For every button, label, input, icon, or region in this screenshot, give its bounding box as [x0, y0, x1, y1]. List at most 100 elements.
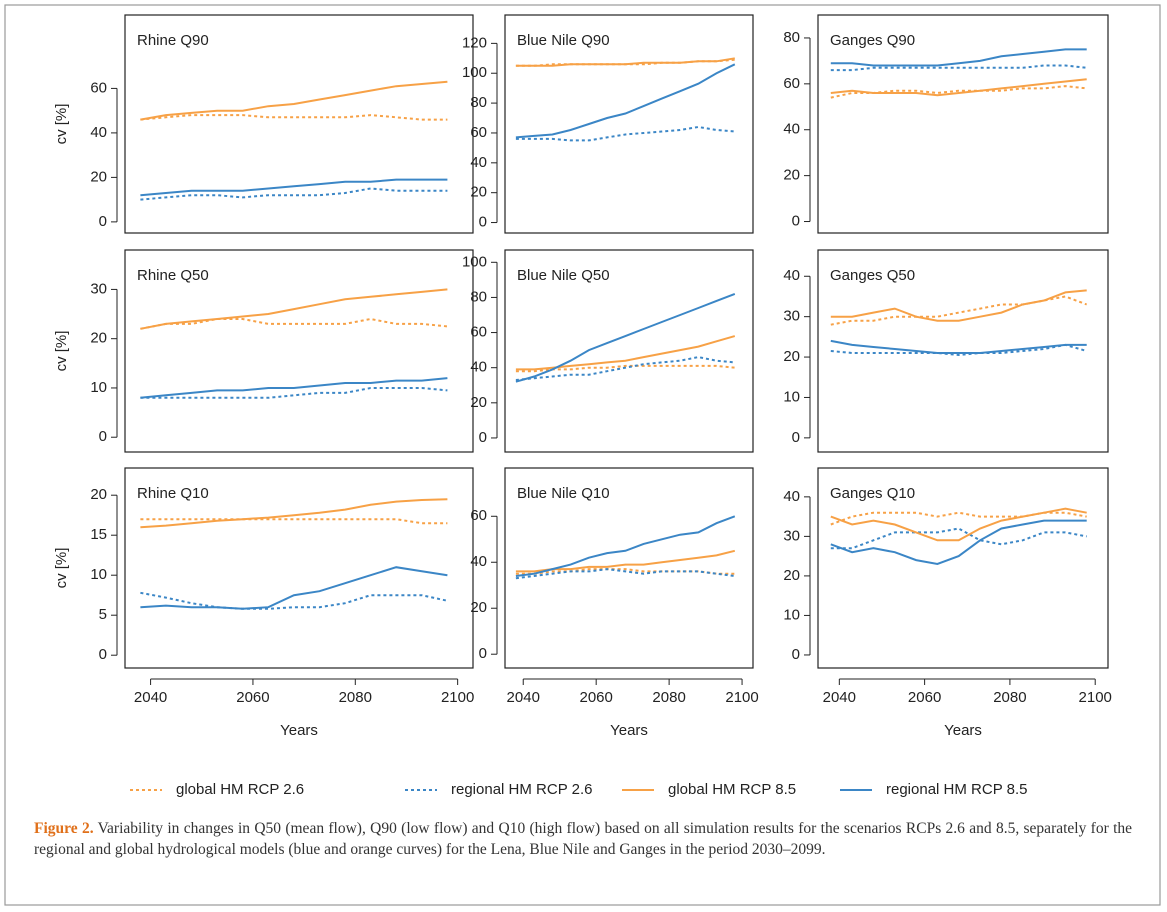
series-line: global HM RCP 8.5 — [830, 289, 1087, 322]
y-tick-label: 30 — [783, 527, 800, 544]
series-line: regional HM RCP 8.5 — [830, 519, 1087, 566]
y-tick-label: 80 — [783, 29, 800, 46]
y-tick-label: 0 — [792, 212, 800, 229]
series-line: global HM RCP 2.6 — [140, 518, 448, 525]
series-line: regional HM RCP 8.5 — [830, 48, 1087, 67]
x-tick-label: 2060 — [236, 689, 269, 706]
y-tick-label: 10 — [783, 388, 800, 405]
series-line: regional HM RCP 2.6 — [515, 568, 735, 580]
series-line: regional HM RCP 8.5 — [515, 515, 736, 577]
y-tick-label: 80 — [470, 94, 487, 111]
caption-text: Variability in changes in Q50 (mean flow… — [34, 820, 1133, 858]
y-tick-label: 0 — [479, 645, 487, 662]
series-line: global HM RCP 2.6 — [830, 295, 1088, 326]
panel-title: Ganges Q90 — [830, 32, 915, 49]
x-tick-label: 2040 — [134, 689, 167, 706]
y-tick-label: 60 — [90, 79, 107, 96]
y-tick-label: 40 — [90, 124, 107, 141]
y-tick-label: 20 — [783, 348, 800, 365]
plot-frame — [817, 249, 1109, 453]
panel-title: Ganges Q10 — [830, 485, 915, 502]
plot-frame — [504, 14, 754, 234]
series-line: regional HM RCP 2.6 — [830, 527, 1087, 550]
panel-title: Blue Nile Q10 — [517, 485, 610, 502]
y-tick-label: 10 — [90, 379, 107, 396]
series-line: global HM RCP 8.5 — [140, 498, 448, 529]
x-axis-label: Years — [280, 722, 318, 739]
plot-frame — [817, 14, 1109, 234]
panel-title: Ganges Q50 — [830, 267, 915, 284]
y-tick-label: 0 — [792, 429, 800, 446]
y-tick-label: 10 — [783, 606, 800, 623]
panel-title: Rhine Q10 — [137, 485, 209, 502]
y-axis-label: cv [%] — [53, 331, 70, 372]
series-line: regional HM RCP 2.6 — [830, 64, 1087, 72]
series-line: global HM RCP 8.5 — [140, 80, 448, 121]
y-tick-label: 0 — [792, 646, 800, 663]
x-tick-label: 2100 — [725, 689, 758, 706]
y-tick-label: 20 — [90, 486, 107, 503]
y-tick-label: 10 — [90, 566, 107, 583]
plot-frame — [504, 467, 754, 669]
y-tick-label: 100 — [462, 253, 487, 270]
y-tick-label: 0 — [479, 214, 487, 231]
y-tick-label: 40 — [783, 267, 800, 284]
series-line: regional HM RCP 8.5 — [140, 178, 448, 197]
series-line: global HM RCP 8.5 — [140, 288, 448, 330]
y-tick-label: 60 — [470, 124, 487, 141]
panel-title: Rhine Q50 — [137, 267, 209, 284]
series-line: regional HM RCP 8.5 — [140, 377, 448, 399]
legend-label: regional HM RCP 8.5 — [886, 781, 1027, 798]
series-line: global HM RCP 2.6 — [515, 568, 735, 575]
y-tick-label: 30 — [783, 308, 800, 325]
y-tick-label: 20 — [470, 394, 487, 411]
y-tick-label: 20 — [90, 168, 107, 185]
series-line: regional HM RCP 8.5 — [515, 292, 736, 383]
plot-frame — [124, 14, 474, 234]
y-tick-label: 20 — [470, 184, 487, 201]
y-tick-label: 120 — [462, 34, 487, 51]
plot-frame — [817, 467, 1109, 669]
x-tick-label: 2040 — [823, 689, 856, 706]
series-line: regional HM RCP 8.5 — [140, 566, 448, 610]
x-tick-label: 2080 — [652, 689, 685, 706]
y-tick-label: 100 — [462, 64, 487, 81]
y-tick-label: 40 — [783, 488, 800, 505]
x-tick-label: 2060 — [579, 689, 612, 706]
caption: Figure 2. Variability in changes in Q50 (… — [34, 818, 1132, 860]
y-tick-label: 20 — [470, 599, 487, 616]
x-tick-label: 2100 — [441, 689, 474, 706]
plot-frame — [504, 249, 754, 453]
plot-frame — [124, 249, 474, 453]
series-line: regional HM RCP 2.6 — [830, 343, 1087, 357]
y-tick-label: 40 — [783, 121, 800, 138]
y-tick-label: 5 — [99, 606, 107, 623]
y-axis-label: cv [%] — [53, 104, 70, 145]
y-tick-label: 20 — [783, 567, 800, 584]
y-tick-label: 0 — [99, 428, 107, 445]
y-axis-label: cv [%] — [53, 548, 70, 589]
panel-title: Blue Nile Q90 — [517, 32, 610, 49]
y-tick-label: 60 — [470, 507, 487, 524]
y-tick-label: 60 — [470, 324, 487, 341]
y-tick-label: 15 — [90, 526, 107, 543]
series-line: global HM RCP 8.5 — [830, 78, 1087, 97]
series-line: regional HM RCP 8.5 — [515, 63, 736, 139]
y-tick-label: 30 — [90, 280, 107, 297]
x-tick-label: 2100 — [1079, 689, 1112, 706]
series-line: global HM RCP 2.6 — [140, 114, 448, 121]
y-tick-label: 80 — [470, 288, 487, 305]
y-tick-label: 0 — [99, 646, 107, 663]
y-tick-label: 0 — [479, 429, 487, 446]
y-tick-label: 20 — [90, 330, 107, 347]
y-tick-label: 60 — [783, 75, 800, 92]
caption-label: Figure 2. — [34, 820, 94, 837]
x-axis-label: Years — [610, 722, 648, 739]
y-tick-label: 20 — [783, 167, 800, 184]
y-tick-label: 40 — [470, 154, 487, 171]
y-tick-label: 40 — [470, 553, 487, 570]
series-line: global HM RCP 8.5 — [515, 57, 735, 67]
series-line: regional HM RCP 8.5 — [830, 339, 1087, 354]
